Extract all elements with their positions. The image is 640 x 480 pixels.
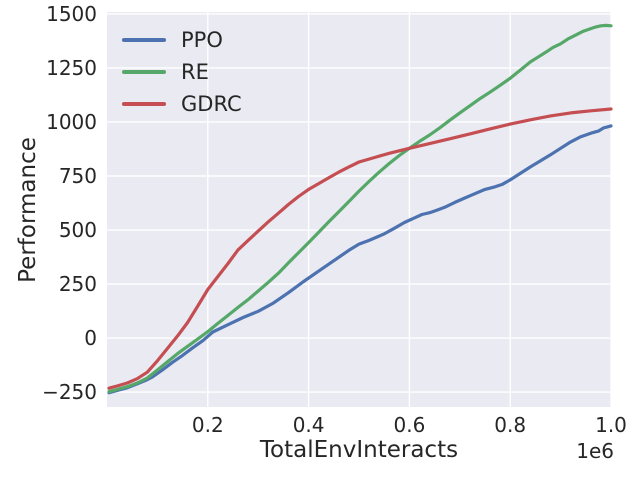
x-axis-label: TotalEnvInteracts <box>259 437 459 463</box>
x-tick-label: 0.2 <box>191 413 224 437</box>
series-line-re <box>107 23 613 394</box>
legend-label: PPO <box>181 27 223 52</box>
x-tick-label: 0.4 <box>292 413 325 437</box>
y-tick-label: 750 <box>58 164 97 188</box>
x-axis-offset-label: 1e6 <box>576 439 614 463</box>
axes-background <box>107 12 611 407</box>
y-tick-label: −250 <box>42 380 97 405</box>
legend-line-swatch <box>122 38 166 42</box>
series-line-gdrc <box>107 107 613 390</box>
y-tick-label: 250 <box>58 272 97 297</box>
legend-item-ppo: PPO <box>122 24 242 56</box>
y-tick-label: 0 <box>84 326 97 351</box>
legend-item-gdrc: GDRC <box>122 88 242 120</box>
series-line-ppo <box>107 124 613 395</box>
y-tick-label: 1500 <box>46 1 97 26</box>
x-tick-label: 0.6 <box>393 413 426 437</box>
legend: PPO RE GDRC <box>122 24 242 120</box>
legend-item-re: RE <box>122 56 242 88</box>
x-tick-label: 0.8 <box>494 413 527 437</box>
y-axis-label: Performance <box>15 137 41 283</box>
y-tick-label: 500 <box>58 218 97 243</box>
x-tick-label: 1.0 <box>595 413 627 437</box>
legend-line-swatch <box>122 102 166 106</box>
legend-line-swatch <box>122 70 166 74</box>
y-tick-label: 1000 <box>46 109 97 134</box>
y-tick-label: 1250 <box>46 55 97 80</box>
legend-label: RE <box>181 59 209 84</box>
legend-label: GDRC <box>181 91 242 116</box>
